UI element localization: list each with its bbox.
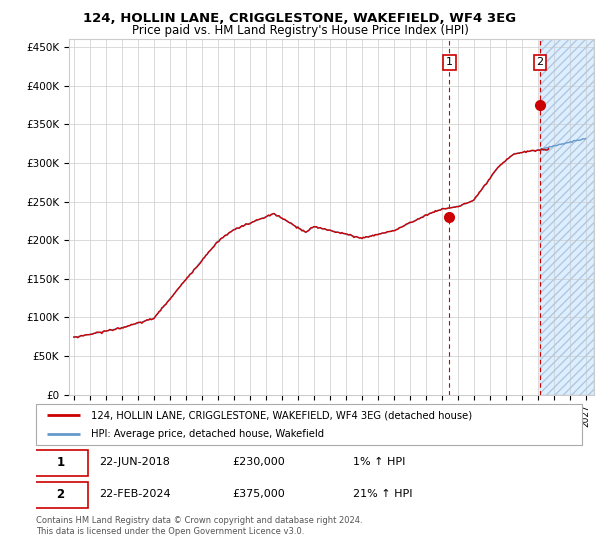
FancyBboxPatch shape: [33, 450, 88, 475]
FancyBboxPatch shape: [33, 482, 88, 508]
Text: 1: 1: [56, 456, 65, 469]
Text: 22-JUN-2018: 22-JUN-2018: [99, 457, 170, 467]
Text: 124, HOLLIN LANE, CRIGGLESTONE, WAKEFIELD, WF4 3EG: 124, HOLLIN LANE, CRIGGLESTONE, WAKEFIEL…: [83, 12, 517, 25]
Text: 1% ↑ HPI: 1% ↑ HPI: [353, 457, 405, 467]
Text: HPI: Average price, detached house, Wakefield: HPI: Average price, detached house, Wake…: [91, 429, 324, 439]
Text: Contains HM Land Registry data © Crown copyright and database right 2024.
This d: Contains HM Land Registry data © Crown c…: [36, 516, 362, 536]
Text: £230,000: £230,000: [233, 457, 286, 467]
Text: Price paid vs. HM Land Registry's House Price Index (HPI): Price paid vs. HM Land Registry's House …: [131, 24, 469, 37]
Text: 22-FEB-2024: 22-FEB-2024: [99, 489, 170, 500]
Text: 2: 2: [56, 488, 65, 501]
Text: 124, HOLLIN LANE, CRIGGLESTONE, WAKEFIELD, WF4 3EG (detached house): 124, HOLLIN LANE, CRIGGLESTONE, WAKEFIEL…: [91, 410, 472, 421]
Bar: [540, 39, 594, 395]
Bar: [540, 39, 594, 395]
Text: 1: 1: [446, 57, 453, 67]
Text: £375,000: £375,000: [233, 489, 286, 500]
Text: 21% ↑ HPI: 21% ↑ HPI: [353, 489, 412, 500]
FancyBboxPatch shape: [36, 404, 582, 445]
Text: 2: 2: [536, 57, 544, 67]
